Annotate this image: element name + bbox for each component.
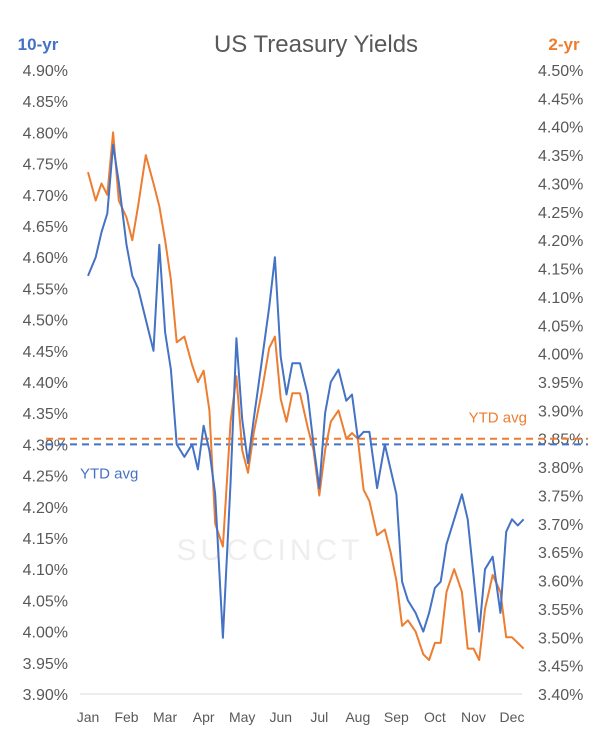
x-tick-label: Jun — [269, 709, 292, 725]
x-tick-label: Dec — [500, 709, 525, 725]
left-tick-label: 4.35% — [23, 406, 68, 423]
right-tick-label: 4.25% — [538, 205, 583, 222]
left-tick-label: 4.60% — [23, 250, 68, 267]
right-tick-label: 4.10% — [538, 290, 583, 307]
right-tick-label: 3.75% — [538, 488, 583, 505]
x-axis-ticks: Jan Feb Mar Apr May Jun Jul Aug Sep Oct Nov Dec — [77, 709, 525, 725]
series-lines — [87, 131, 525, 661]
x-tick-label: Feb — [114, 709, 138, 725]
right-tick-label: 3.45% — [538, 659, 583, 676]
left-tick-label: 4.15% — [23, 531, 68, 548]
right-tick-label: 4.35% — [538, 148, 583, 165]
x-tick-label: Sep — [384, 709, 409, 725]
chart-title: US Treasury Yields — [214, 31, 418, 58]
right-tick-label: 3.50% — [538, 630, 583, 647]
right-tick-label: 3.95% — [538, 375, 583, 392]
left-tick-label: 4.55% — [23, 281, 68, 298]
right-tick-label: 4.15% — [538, 262, 583, 279]
left-tick-label: 4.85% — [23, 94, 68, 111]
right-tick-label: 3.40% — [538, 687, 583, 704]
x-tick-label: Mar — [153, 709, 177, 725]
left-tick-label: 4.40% — [23, 375, 68, 392]
left-tick-label: 4.25% — [23, 469, 68, 486]
right-tick-label: 4.00% — [538, 347, 583, 364]
left-tick-label: 4.00% — [23, 625, 68, 642]
left-tick-label: 3.90% — [23, 687, 68, 704]
left-tick-label: 4.30% — [23, 437, 68, 454]
left-tick-label: 4.45% — [23, 344, 68, 361]
right-tick-label: 4.30% — [538, 176, 583, 193]
right-tick-label: 3.55% — [538, 602, 583, 619]
series-line-10-yr — [87, 143, 525, 639]
reference-lines: YTD avg YTD avg — [46, 410, 588, 482]
x-tick-label: Jan — [77, 709, 100, 725]
right-axis-ticks: 4.50% 4.45% 4.40% 4.35% 4.30% 4.25% 4.20% 4.15%… — [538, 63, 583, 704]
ytd-avg-label-right: YTD avg — [469, 410, 527, 427]
left-tick-label: 4.90% — [23, 63, 68, 80]
watermark-logo: SUCCINCT — [177, 534, 364, 567]
x-tick-label: Oct — [424, 709, 446, 725]
right-tick-label: 3.90% — [538, 403, 583, 420]
left-tick-label: 4.20% — [23, 500, 68, 517]
right-tick-label: 3.80% — [538, 460, 583, 477]
right-tick-label: 4.45% — [538, 91, 583, 108]
x-tick-label: May — [229, 709, 255, 725]
right-tick-label: 3.85% — [538, 432, 583, 449]
left-tick-label: 4.70% — [23, 188, 68, 205]
left-tick-label: 3.95% — [23, 656, 68, 673]
x-tick-label: Apr — [193, 709, 215, 725]
left-tick-label: 4.10% — [23, 562, 68, 579]
x-tick-label: Aug — [345, 709, 370, 725]
series-line-2-yr — [87, 131, 525, 661]
ytd-avg-label-left: YTD avg — [80, 465, 138, 482]
right-tick-label: 4.20% — [538, 233, 583, 250]
left-axis-title: 10-yr — [18, 35, 59, 54]
left-tick-label: 4.05% — [23, 593, 68, 610]
left-tick-label: 4.75% — [23, 157, 68, 174]
right-tick-label: 4.05% — [538, 318, 583, 335]
right-axis-title: 2-yr — [548, 35, 580, 54]
right-tick-label: 3.65% — [538, 545, 583, 562]
left-tick-label: 4.50% — [23, 313, 68, 330]
left-tick-label: 4.80% — [23, 125, 68, 142]
x-tick-label: Jul — [310, 709, 328, 725]
left-axis-ticks: 4.90% 4.85% 4.80% 4.75% 4.70% 4.65% 4.60% 4.55%… — [23, 63, 68, 704]
x-tick-label: Nov — [461, 709, 486, 725]
right-tick-label: 3.60% — [538, 574, 583, 591]
left-tick-label: 4.65% — [23, 219, 68, 236]
right-tick-label: 4.40% — [538, 120, 583, 137]
right-tick-label: 4.50% — [538, 63, 583, 80]
right-tick-label: 3.70% — [538, 517, 583, 534]
